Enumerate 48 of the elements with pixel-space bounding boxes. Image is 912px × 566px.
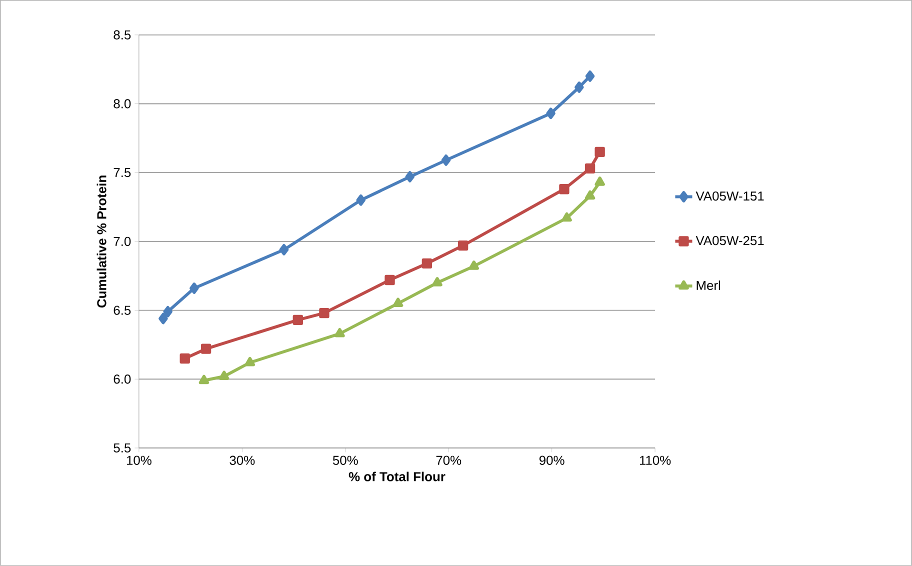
- point: [468, 260, 480, 270]
- point: [163, 306, 172, 318]
- point: [384, 274, 395, 286]
- point: [584, 163, 596, 174]
- point: [405, 171, 415, 182]
- y-tick-label: 8.5: [114, 30, 131, 40]
- point: [292, 314, 303, 326]
- point: [432, 277, 442, 286]
- point: [180, 353, 190, 364]
- point: [584, 190, 596, 200]
- y-tick-label: 6.0: [114, 374, 131, 384]
- point: [422, 258, 432, 269]
- legend-label: VA05W-151: [696, 192, 764, 201]
- x-tick-label: 90%: [539, 456, 564, 465]
- point: [574, 82, 584, 93]
- y-axis-title: Cumulative % Protein: [96, 176, 106, 308]
- point: [218, 370, 230, 380]
- x-axis-title: % of Total Flour: [348, 472, 446, 482]
- y-tick-label: 7.0: [114, 236, 131, 246]
- point: [279, 244, 289, 256]
- y-tick-label: 8.0: [114, 99, 131, 108]
- y-tick-label: 7.5: [114, 168, 131, 178]
- point: [559, 184, 570, 194]
- x-tick-label: 10%: [126, 456, 152, 465]
- x-tick-label: 70%: [436, 456, 462, 465]
- legend-label: Merl: [696, 280, 720, 290]
- x-tick-label: 110%: [640, 456, 671, 465]
- point: [244, 356, 256, 366]
- point: [200, 344, 212, 354]
- y-tick-label: 5.5: [114, 444, 131, 453]
- point: [594, 146, 605, 158]
- y-tick-label: 6.5: [114, 306, 131, 315]
- point: [441, 154, 451, 166]
- x-tick-label: 30%: [230, 456, 255, 465]
- point: [562, 212, 572, 222]
- point: [594, 176, 605, 186]
- point: [458, 240, 468, 251]
- point: [585, 70, 595, 82]
- point: [198, 374, 210, 384]
- point: [546, 108, 556, 120]
- x-tick-label: 50%: [332, 456, 358, 465]
- point: [190, 282, 199, 294]
- point: [319, 308, 330, 318]
- point: [158, 312, 168, 324]
- legend-label: VA05W-251: [696, 236, 764, 246]
- point: [334, 328, 345, 338]
- point: [392, 298, 404, 308]
- point: [356, 194, 366, 206]
